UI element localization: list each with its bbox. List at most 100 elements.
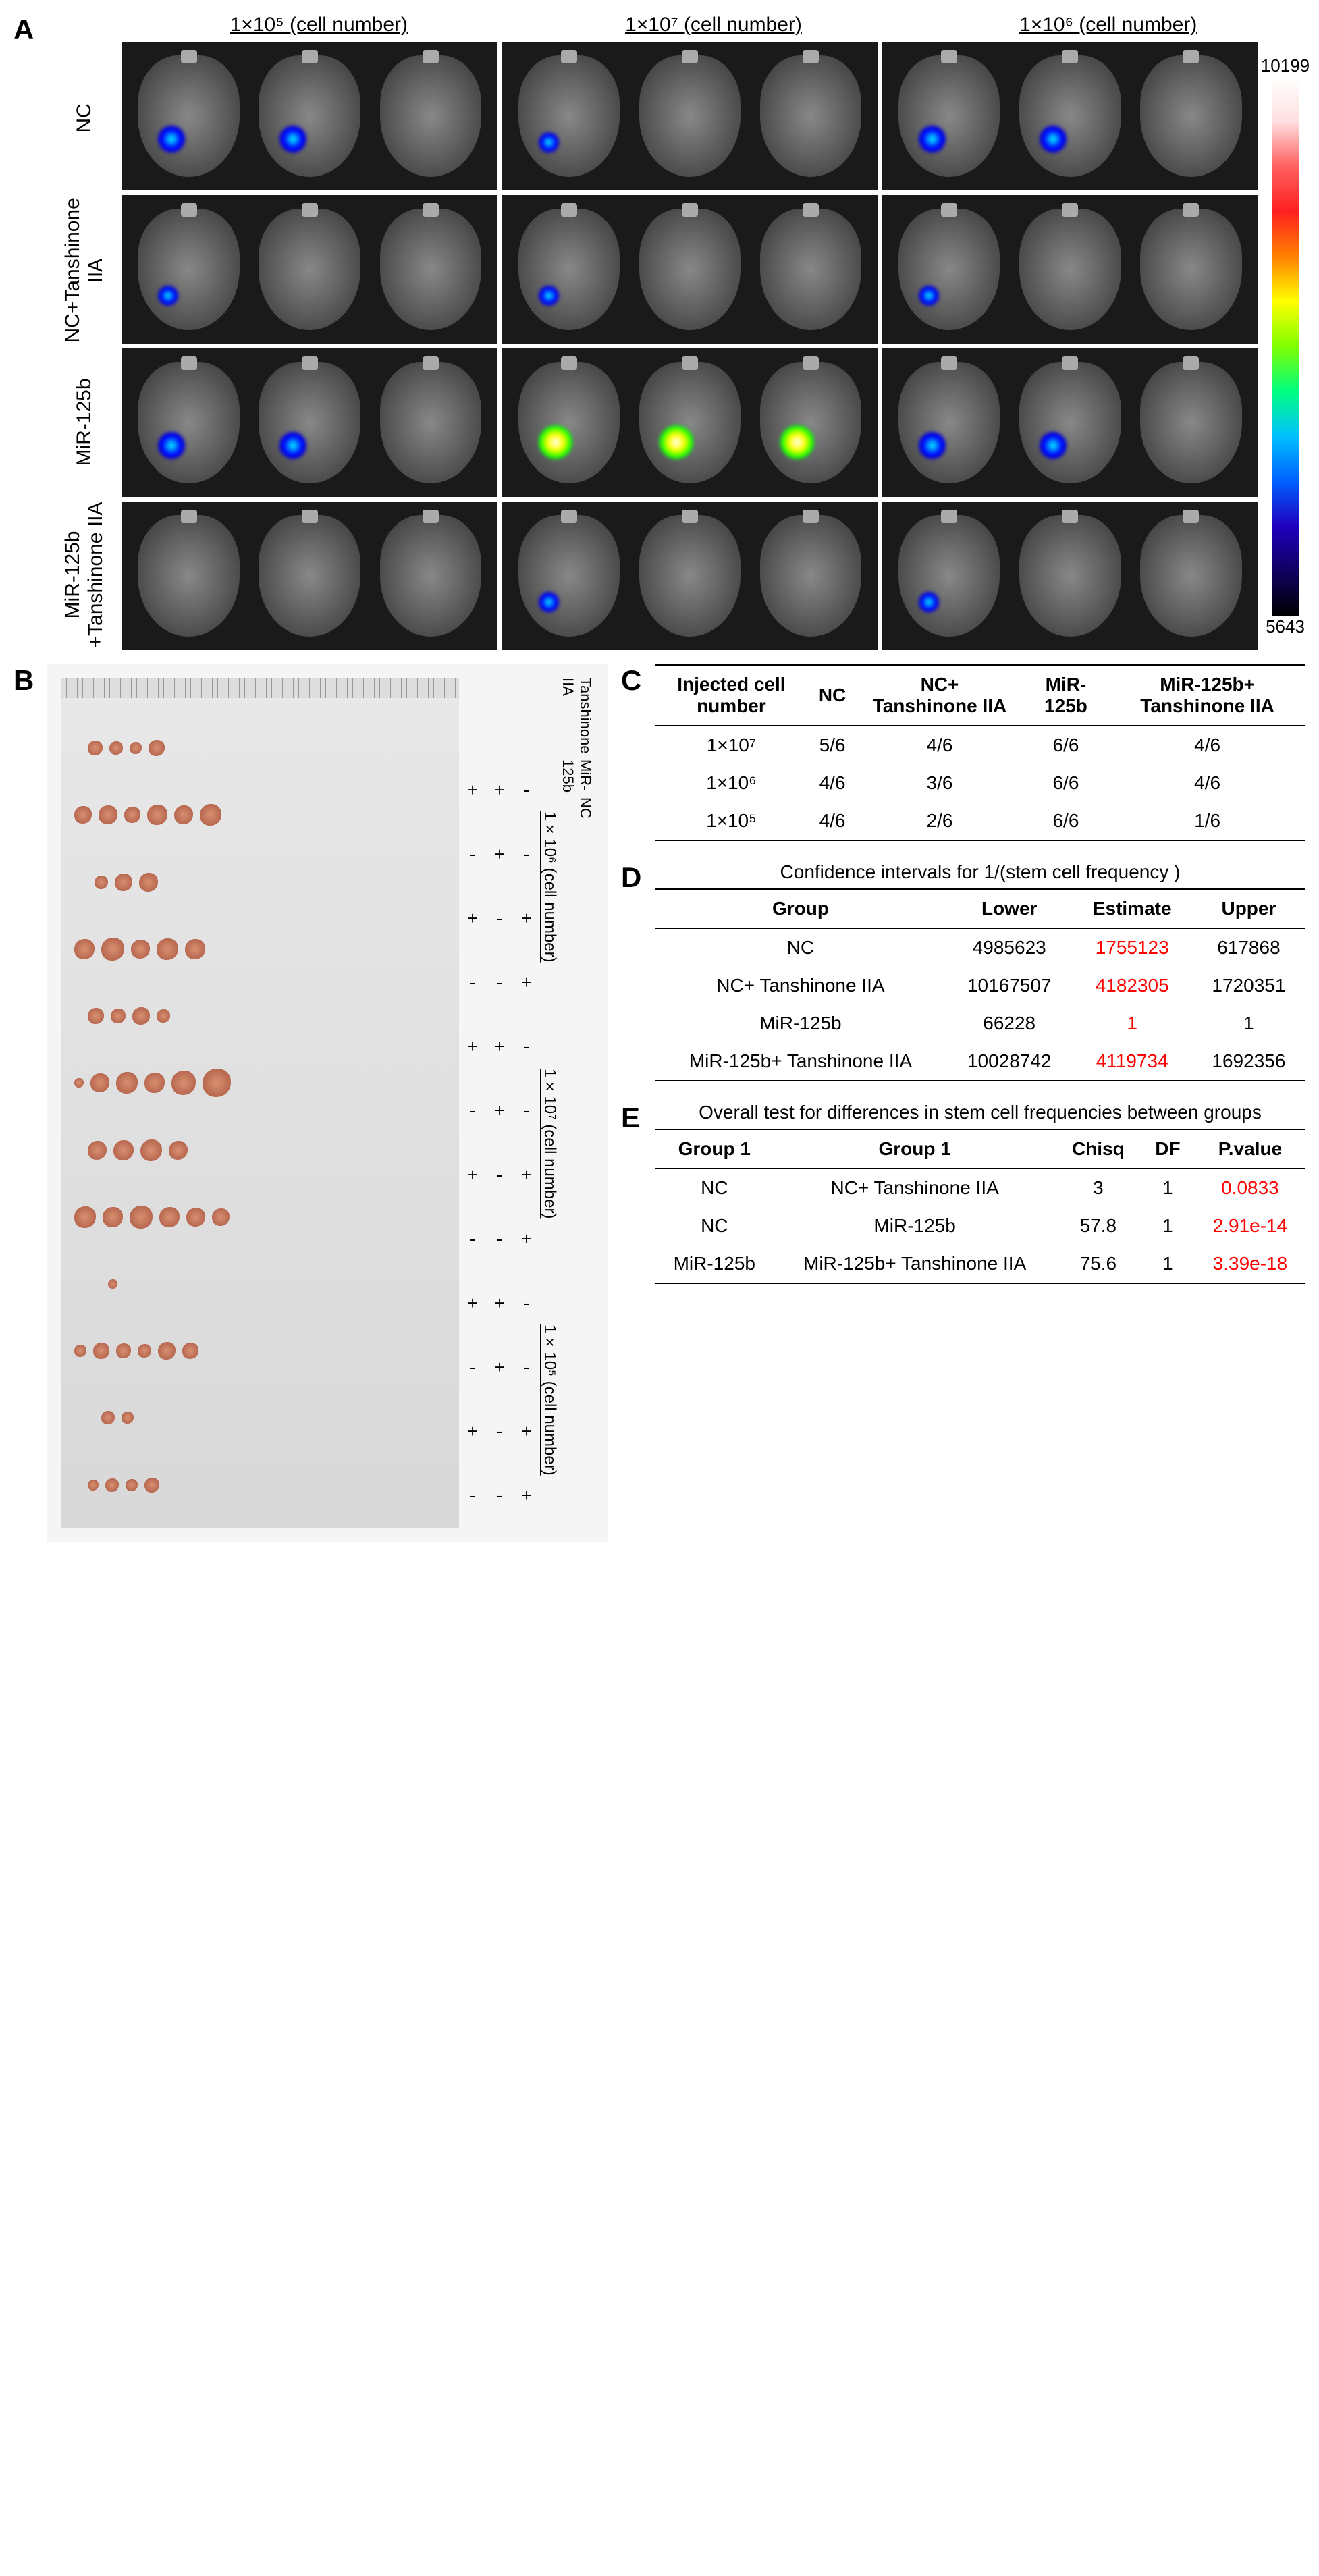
table-cell: 1755123 (1073, 928, 1192, 967)
sign-row: ++- (459, 1038, 540, 1058)
sign: + (521, 1422, 532, 1443)
colorbar-wrap: 10199 5643 (1265, 42, 1305, 651)
mouse-silhouette (518, 209, 620, 330)
table-header: Group 1 (774, 1129, 1056, 1169)
tumor (74, 1078, 84, 1088)
panel-e: E Overall test for differences in stem c… (621, 1102, 1305, 1284)
sign-row: -+- (459, 1102, 540, 1122)
bioluminescence-signal (780, 425, 814, 459)
table-cell: NC+ Tanshinone IIA (774, 1169, 1056, 1207)
sign: - (521, 1038, 532, 1058)
sign: + (521, 1166, 532, 1186)
tumor (74, 1206, 96, 1228)
sign: + (467, 1038, 478, 1058)
tumor (171, 1071, 196, 1095)
mouse-silhouette (138, 55, 239, 177)
sign: - (494, 1422, 505, 1443)
tumor (103, 1207, 123, 1227)
sign-row: -+- (459, 1358, 540, 1378)
tumor (203, 1069, 231, 1097)
sign: - (521, 1294, 532, 1314)
panel-b-right-labels: Tanshinone IIA MiR-125b NC ++--+-+-+--+1… (459, 678, 594, 1528)
table-row: NC+ Tanshinone IIA1016750741823051720351 (655, 967, 1305, 1004)
mouse-silhouette (380, 515, 481, 637)
col-header-0: 1×10⁵ (cell number) (122, 14, 516, 36)
tumor-row (74, 1321, 446, 1381)
table-cell: 4182305 (1073, 967, 1192, 1004)
tumor (132, 1007, 150, 1025)
table-cell: 1×10⁶ (655, 764, 808, 802)
b-section-label: 1×10⁷ (cell number) (540, 1015, 559, 1272)
sign: + (521, 1230, 532, 1250)
tumor-row (74, 919, 446, 980)
mouse-silhouette (639, 515, 741, 637)
mouse-silhouette (380, 209, 481, 330)
table-cell: MiR-125b (774, 1207, 1056, 1245)
table-header: Injected cell number (655, 665, 808, 726)
bioluminescence-signal (539, 286, 559, 306)
table-cell: MiR-125b+ Tanshinone IIA (774, 1245, 1056, 1283)
bioluminescence-signal (158, 432, 185, 459)
mouse-silhouette (1140, 362, 1241, 483)
mouse-silhouette (518, 515, 620, 637)
table-cell: 1 (1141, 1245, 1195, 1283)
sign: - (521, 781, 532, 801)
bioluminescence-signal (158, 126, 185, 153)
table-header: NC+ Tanshinone IIA (857, 665, 1022, 726)
bioluminescence-signal (539, 592, 559, 612)
panel-e-label: E (621, 1102, 640, 1134)
table-cell: 57.8 (1056, 1207, 1141, 1245)
mouse-cell (502, 42, 878, 190)
tumor (157, 1009, 170, 1023)
table-cell: 1 (1141, 1207, 1195, 1245)
mouse-cell (502, 348, 878, 497)
panel-a: A 1×10⁵ (cell number) 1×10⁷ (cell number… (14, 14, 1305, 651)
table-cell: 66228 (946, 1004, 1073, 1042)
tumor-row (74, 718, 446, 778)
sign: - (494, 909, 505, 930)
mouse-silhouette (898, 362, 1000, 483)
b-signs-col: ++--+-+-+--+ (459, 1272, 540, 1528)
panel-b-label: B (14, 664, 34, 697)
table-cell: 2/6 (857, 802, 1022, 840)
table-header: Estimate (1073, 889, 1192, 928)
sign: - (467, 973, 478, 994)
sign: - (494, 1230, 505, 1250)
sign: + (521, 1486, 532, 1507)
tumor (101, 938, 124, 961)
tumor (101, 1411, 115, 1424)
tumor-rows (74, 718, 446, 1515)
sign-row: --+ (459, 1486, 540, 1507)
table-cell: 4/6 (1109, 726, 1305, 764)
table-row: NCNC+ Tanshinone IIA310.0833 (655, 1169, 1305, 1207)
table-cell: MiR-125b (655, 1245, 774, 1283)
table-header: Upper (1192, 889, 1305, 928)
tumor (200, 804, 221, 826)
sign-row: +-+ (459, 1422, 540, 1443)
table-row: MiR-125bMiR-125b+ Tanshinone IIA75.613.3… (655, 1245, 1305, 1283)
table-row: 1×10⁶4/63/66/64/6 (655, 764, 1305, 802)
mouse-silhouette (259, 515, 360, 637)
mouse-cell (122, 42, 497, 190)
table-row: 1×10⁵4/62/66/61/6 (655, 802, 1305, 840)
table-cell: 5/6 (808, 726, 857, 764)
sign: + (494, 1358, 505, 1378)
bioluminescence-signal (919, 126, 946, 153)
table-cell: 6/6 (1023, 764, 1110, 802)
sign: - (494, 973, 505, 994)
table-cell: 3 (1056, 1169, 1141, 1207)
colorbar-max: 10199 (1261, 55, 1310, 76)
tumor (113, 1140, 134, 1160)
panel-a-column-headers: 1×10⁵ (cell number) 1×10⁷ (cell number) … (122, 14, 1305, 36)
sign: - (521, 845, 532, 865)
table-cell: 1×10⁷ (655, 726, 808, 764)
mouse-cell (122, 195, 497, 344)
mouse-silhouette (1019, 209, 1121, 330)
mouse-silhouette (518, 55, 620, 177)
table-c: Injected cell numberNCNC+ Tanshinone IIA… (655, 664, 1305, 841)
sign: - (467, 1358, 478, 1378)
panel-c-label: C (621, 664, 641, 697)
sign: + (467, 781, 478, 801)
tumor (115, 874, 132, 891)
tumor (90, 1073, 109, 1092)
